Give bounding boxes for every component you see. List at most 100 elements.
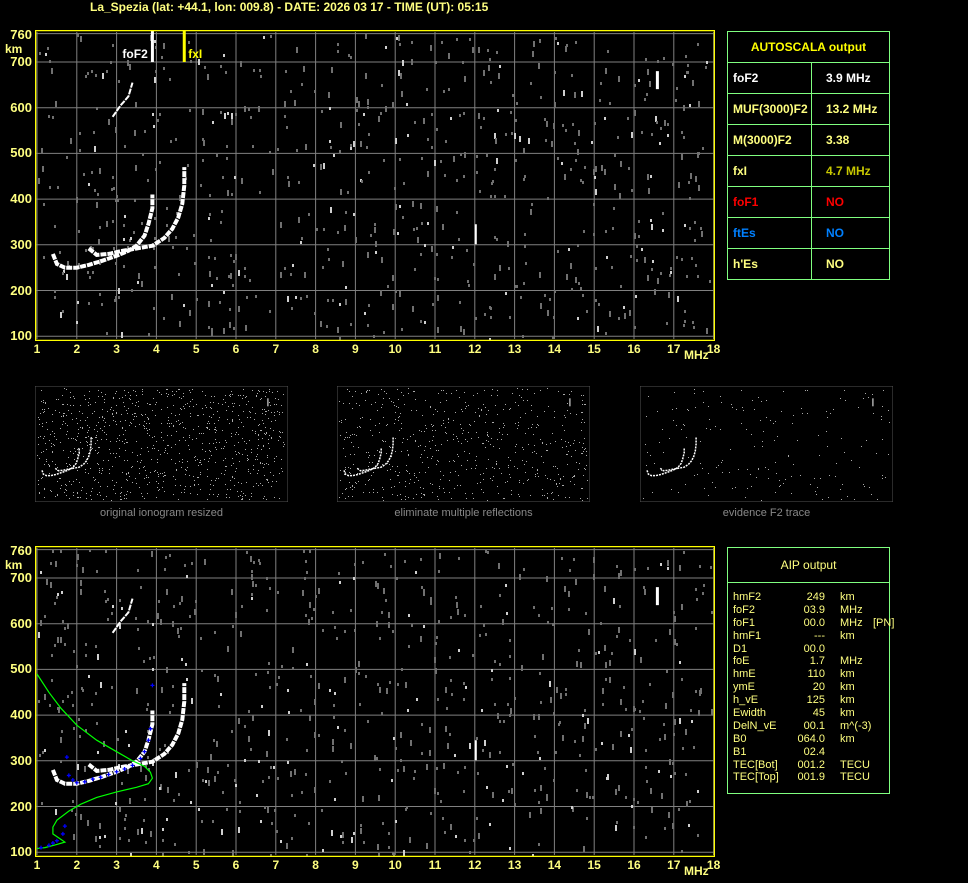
noise-echo (238, 452, 239, 453)
noise-echo (582, 412, 583, 413)
noise-echo (176, 470, 177, 471)
noise-echo (487, 432, 488, 433)
noise-echo (588, 629, 590, 635)
noise-echo (453, 420, 454, 421)
noise-echo (262, 438, 263, 439)
noise-echo (350, 323, 352, 326)
noise-echo (380, 290, 382, 296)
noise-echo (204, 459, 205, 460)
noise-echo (234, 779, 236, 782)
echo-trace (51, 710, 155, 786)
noise-echo (376, 757, 378, 760)
noise-echo (882, 439, 883, 440)
noise-echo (97, 494, 98, 495)
noise-echo (286, 126, 288, 129)
noise-echo (695, 588, 697, 591)
noise-echo (82, 487, 83, 488)
noise-echo (675, 99, 677, 102)
noise-echo (279, 473, 280, 474)
y-tick-label: 700 (10, 570, 32, 585)
noise-echo (457, 454, 458, 455)
noise-echo (697, 275, 699, 278)
y-tick-label: 100 (10, 844, 32, 860)
noise-echo (578, 649, 580, 652)
noise-echo (340, 122, 342, 128)
noise-echo (256, 395, 257, 396)
noise-echo (165, 556, 167, 559)
noise-echo (479, 190, 481, 193)
noise-echo (654, 289, 656, 295)
noise-echo (101, 303, 103, 306)
noise-echo (273, 766, 275, 769)
noise-echo (379, 432, 380, 433)
noise-echo (209, 443, 210, 444)
noise-echo (165, 448, 166, 449)
noise-echo (683, 551, 685, 554)
noise-echo (349, 391, 350, 392)
noise-echo (64, 388, 65, 389)
noise-echo (421, 497, 422, 498)
noise-echo (49, 60, 51, 63)
noise-echo (126, 494, 127, 495)
noise-echo (510, 460, 511, 461)
noise-echo (565, 46, 567, 52)
noise-echo (126, 473, 127, 474)
noise-echo (620, 285, 622, 288)
noise-echo (224, 446, 225, 447)
noise-echo (533, 606, 535, 609)
noise-echo (650, 219, 652, 222)
noise-echo (155, 244, 157, 247)
noise-echo (337, 726, 339, 729)
noise-echo (126, 474, 127, 475)
noise-echo (498, 73, 500, 79)
noise-echo (238, 395, 239, 396)
noise-echo (473, 498, 474, 499)
noise-echo (868, 397, 869, 398)
noise-echo (215, 439, 216, 440)
noise-echo (66, 485, 67, 486)
noise-echo (646, 780, 648, 783)
noise-echo (82, 428, 83, 429)
x-tick-label: 9 (352, 858, 359, 872)
noise-echo (758, 397, 759, 398)
noise-echo (833, 409, 834, 410)
noise-echo (402, 60, 404, 66)
noise-echo (241, 491, 242, 492)
noise-echo (183, 396, 184, 397)
noise-echo (68, 438, 69, 439)
noise-echo (276, 683, 278, 686)
noise-echo (657, 60, 659, 63)
noise-echo (111, 500, 112, 501)
noise-echo (651, 224, 653, 230)
noise-echo (708, 495, 709, 496)
noise-echo (42, 751, 44, 754)
noise-echo (40, 413, 41, 414)
noise-echo (185, 428, 186, 429)
noise-echo (718, 465, 719, 466)
noise-echo (129, 798, 131, 804)
noise-echo (66, 415, 67, 416)
noise-echo (672, 409, 673, 410)
noise-echo (493, 476, 494, 477)
noise-echo (264, 464, 265, 465)
noise-echo (666, 322, 668, 325)
noise-echo (226, 145, 228, 148)
noise-echo (598, 303, 600, 306)
noise-echo (116, 441, 117, 442)
noise-echo (243, 395, 244, 396)
noise-echo (842, 484, 843, 485)
noise-echo (562, 425, 563, 426)
noise-echo (63, 415, 64, 416)
noise-echo (426, 843, 428, 849)
noise-echo (576, 414, 577, 415)
echo-spike (474, 740, 477, 761)
aip-row: DelN_vE 00.1 m^(-3) (733, 720, 889, 733)
noise-echo (559, 483, 560, 484)
noise-echo (611, 652, 613, 655)
noise-echo (448, 418, 449, 419)
noise-echo (743, 410, 744, 411)
noise-echo (40, 620, 42, 626)
scaled-point (66, 773, 71, 778)
noise-echo (122, 441, 123, 442)
noise-echo (207, 423, 208, 424)
